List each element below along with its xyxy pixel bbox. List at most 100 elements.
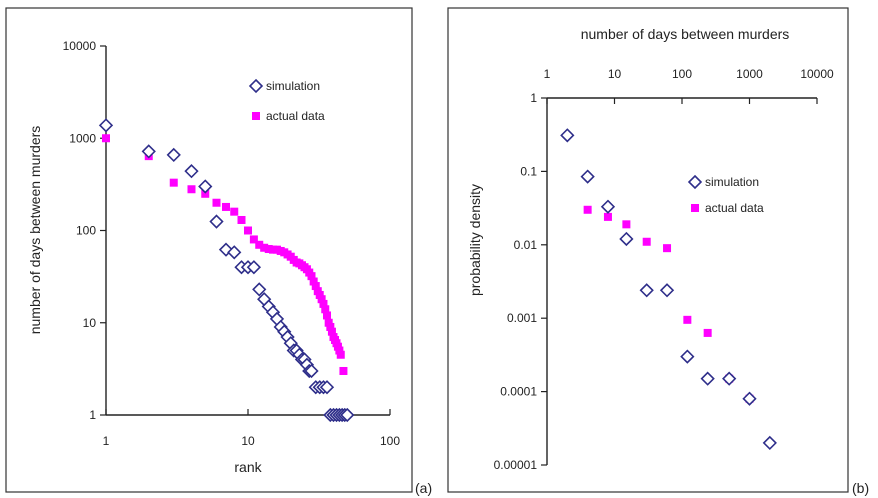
a-actual-data-point [187, 185, 196, 194]
a-legend-actual-data-marker [252, 112, 260, 120]
a-actual-data-point [319, 299, 328, 308]
panel-b-points [560, 128, 777, 451]
a-y-tick-label: 1000 [69, 131, 96, 145]
a-actual-data-point [201, 189, 210, 198]
panel-a-axes: 1 10 100 1 10 100 1000 10000 [63, 39, 401, 448]
a-y-tick-label: 10 [83, 316, 97, 330]
a-simulation-point [184, 164, 199, 179]
a-actual-data-point [324, 318, 333, 327]
a-simulation-point [218, 242, 234, 257]
a-actual-data-point [249, 235, 258, 244]
panel-a-y-axis-label: number of days between murders [27, 126, 43, 335]
a-legend-simulation-label: simulation [266, 79, 320, 93]
b-simulation-point [639, 283, 654, 298]
a-simulation-point [166, 147, 181, 163]
a-y-tick-label: 10000 [63, 39, 97, 53]
b-simulation-point [700, 371, 715, 386]
panel-a-points [98, 118, 355, 423]
a-x-tick-label: 10 [241, 434, 255, 448]
a-actual-data-point [311, 282, 320, 291]
a-actual-data-point [327, 327, 336, 336]
b-simulation-point [680, 349, 695, 364]
b-simulation-point [762, 435, 777, 451]
a-simulation-point [209, 214, 224, 229]
a-simulation-point [252, 282, 267, 297]
b-y-tick-label: 1 [530, 91, 537, 105]
panel-a-frame [5, 7, 413, 493]
panel-b-frame [447, 7, 849, 493]
a-simulation-point [227, 245, 242, 260]
a-actual-data-point [321, 305, 330, 314]
panel-b-y-axis-label: probability density [467, 184, 483, 296]
a-actual-data-point [326, 322, 335, 331]
b-actual-data-point [603, 212, 612, 221]
a-simulation-point [246, 260, 262, 275]
b-simulation-point [742, 391, 757, 406]
panel-b-x-axis-label: number of days between murders [581, 26, 790, 42]
a-simulation-point [319, 380, 335, 395]
panel-a-x-axis-label: rank [234, 459, 262, 475]
a-actual-data-point [307, 272, 316, 281]
a-x-tick-label: 1 [103, 434, 110, 448]
b-simulation-point [600, 199, 616, 214]
b-y-tick-label: 0.00001 [494, 458, 538, 472]
panel-b-legend: simulation actual data [687, 174, 764, 215]
b-x-tick-label: 10000 [800, 67, 834, 81]
a-legend-simulation-marker [248, 78, 264, 94]
a-y-tick-label: 100 [76, 224, 96, 238]
panel-b-tag: (b) [852, 480, 869, 496]
b-x-tick-label: 1000 [736, 67, 763, 81]
a-actual-data-point [335, 346, 344, 355]
a-actual-data-point [322, 311, 331, 320]
a-simulation-point [304, 363, 319, 379]
b-legend-actual-data-marker [691, 204, 699, 212]
b-x-tick-label: 10 [608, 67, 622, 81]
a-actual-data-point [169, 178, 178, 187]
b-x-tick-label: 1 [544, 67, 551, 81]
b-actual-data-point [683, 315, 692, 324]
a-actual-data-point [309, 277, 318, 286]
b-y-tick-label: 0.1 [520, 164, 537, 178]
b-simulation-point [659, 283, 675, 298]
a-actual-data-point [264, 245, 273, 254]
b-simulation-point [580, 169, 595, 184]
b-y-tick-label: 0.01 [514, 238, 538, 252]
a-simulation-point [340, 407, 355, 423]
a-actual-data-point [222, 202, 231, 211]
panel-b-axes: 1 10 100 1000 10000 1 0.1 0.01 0.001 0.0001 0.0000… [494, 67, 834, 472]
b-simulation-point [722, 371, 737, 386]
b-legend-simulation-label: simulation [705, 175, 759, 189]
a-actual-data-point [212, 198, 221, 207]
b-y-tick-label: 0.001 [507, 311, 537, 325]
a-simulation-point [98, 118, 114, 133]
a-y-tick-label: 1 [89, 408, 96, 422]
b-actual-data-point [583, 205, 592, 214]
b-y-tick-label: 0.0001 [500, 385, 537, 399]
a-actual-data-point [244, 226, 252, 235]
a-actual-data-point [336, 350, 345, 359]
a-x-tick-label: 100 [380, 434, 400, 448]
a-actual-data-point [237, 215, 246, 224]
a-actual-data-point [339, 366, 348, 375]
b-actual-data-point [703, 328, 712, 337]
b-legend-simulation-marker [687, 174, 703, 190]
panel-a-tag: (a) [415, 480, 432, 496]
b-legend-actual-data-label: actual data [705, 201, 764, 215]
panel-a-legend: simulation actual data [248, 78, 325, 123]
a-actual-data-point [230, 207, 239, 216]
b-simulation-point [619, 231, 634, 247]
b-actual-data-point [642, 237, 651, 246]
panel-b-chart: 1 10 100 1000 10000 1 0.1 0.01 0.001 0.0001 0.0000… [447, 7, 849, 493]
a-actual-data-point [255, 240, 264, 249]
a-simulation-point [141, 144, 156, 159]
panel-a-chart: 1 10 100 1 10 100 1000 10000 simulation actual d… [5, 7, 413, 493]
b-simulation-point [560, 128, 575, 143]
a-actual-data-point [315, 290, 324, 299]
a-actual-data-point [317, 295, 326, 304]
a-legend-actual-data-label: actual data [266, 109, 325, 123]
b-actual-data-point [663, 244, 672, 253]
a-actual-data-point [260, 243, 269, 252]
b-x-tick-label: 100 [672, 67, 692, 81]
a-simulation-point [198, 179, 213, 194]
